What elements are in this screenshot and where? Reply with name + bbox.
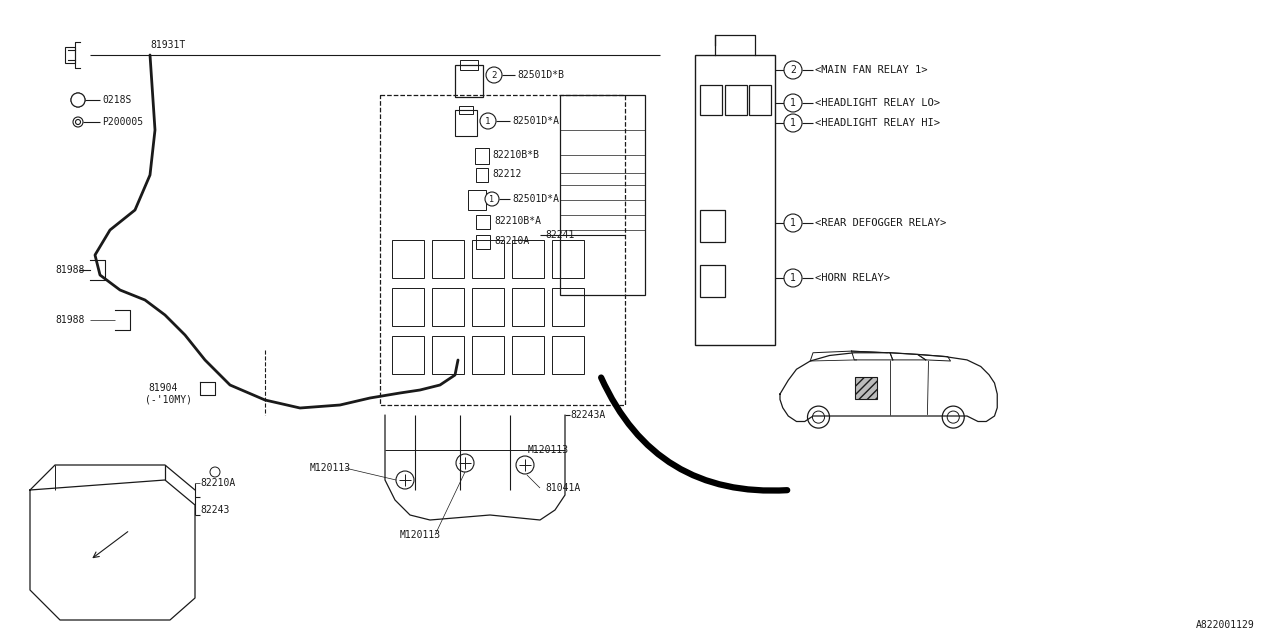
Text: <HEADLIGHT RELAY HI>: <HEADLIGHT RELAY HI> bbox=[815, 118, 940, 128]
Text: 82212: 82212 bbox=[492, 169, 521, 179]
Text: 82210A: 82210A bbox=[200, 478, 236, 488]
Text: 2: 2 bbox=[790, 65, 796, 75]
Bar bbox=[454, 65, 483, 97]
Text: 1: 1 bbox=[790, 218, 796, 228]
Bar bbox=[460, 60, 477, 70]
Bar bbox=[433, 240, 465, 278]
Bar bbox=[561, 95, 645, 295]
Bar bbox=[476, 235, 490, 249]
Text: 81988: 81988 bbox=[55, 265, 84, 275]
Text: 82210B*B: 82210B*B bbox=[492, 150, 539, 160]
Text: 81931T: 81931T bbox=[150, 40, 186, 50]
Bar bbox=[695, 55, 774, 345]
Bar bbox=[700, 85, 722, 115]
Text: 81904: 81904 bbox=[148, 383, 178, 393]
Bar bbox=[433, 336, 465, 374]
Text: A822001129: A822001129 bbox=[1197, 620, 1254, 630]
Text: 82241: 82241 bbox=[545, 230, 575, 240]
Circle shape bbox=[813, 411, 824, 423]
Circle shape bbox=[947, 411, 959, 423]
Text: (-'10MY): (-'10MY) bbox=[145, 395, 192, 405]
Text: P200005: P200005 bbox=[102, 117, 143, 127]
Bar bbox=[472, 336, 504, 374]
Circle shape bbox=[486, 67, 502, 83]
Text: 2: 2 bbox=[492, 70, 497, 79]
Circle shape bbox=[942, 406, 964, 428]
Circle shape bbox=[783, 61, 803, 79]
Bar bbox=[392, 288, 424, 326]
Text: <HORN RELAY>: <HORN RELAY> bbox=[815, 273, 890, 283]
Bar bbox=[476, 168, 488, 182]
Circle shape bbox=[783, 94, 803, 112]
Bar bbox=[749, 85, 771, 115]
Bar bbox=[392, 336, 424, 374]
Text: 1: 1 bbox=[790, 98, 796, 108]
Text: 82243A: 82243A bbox=[570, 410, 605, 420]
Bar bbox=[512, 288, 544, 326]
Circle shape bbox=[485, 192, 499, 206]
Circle shape bbox=[70, 93, 84, 107]
Text: 0218S: 0218S bbox=[102, 95, 132, 105]
Circle shape bbox=[783, 269, 803, 287]
Bar bbox=[552, 240, 584, 278]
Text: <REAR DEFOGGER RELAY>: <REAR DEFOGGER RELAY> bbox=[815, 218, 946, 228]
Bar bbox=[468, 190, 486, 210]
Text: 1: 1 bbox=[790, 118, 796, 128]
Text: 82210B*A: 82210B*A bbox=[494, 216, 541, 226]
Text: 82501D*A: 82501D*A bbox=[512, 194, 559, 204]
Text: 1: 1 bbox=[489, 195, 494, 204]
Text: 82501D*B: 82501D*B bbox=[517, 70, 564, 80]
Bar bbox=[460, 106, 474, 114]
Text: 82243: 82243 bbox=[200, 505, 229, 515]
Bar bbox=[552, 288, 584, 326]
Bar bbox=[454, 110, 477, 136]
Bar bbox=[472, 240, 504, 278]
Bar bbox=[700, 265, 724, 297]
Text: 1: 1 bbox=[485, 116, 490, 125]
FancyArrowPatch shape bbox=[602, 378, 787, 491]
Bar bbox=[65, 47, 76, 63]
Text: 1: 1 bbox=[790, 273, 796, 283]
Circle shape bbox=[808, 406, 829, 428]
Text: 82210A: 82210A bbox=[494, 236, 529, 246]
Bar bbox=[433, 288, 465, 326]
Text: 81988: 81988 bbox=[55, 315, 84, 325]
Bar bbox=[476, 215, 490, 229]
Text: M120113: M120113 bbox=[399, 530, 442, 540]
Text: <HEADLIGHT RELAY LO>: <HEADLIGHT RELAY LO> bbox=[815, 98, 940, 108]
Bar bbox=[512, 240, 544, 278]
Bar bbox=[512, 336, 544, 374]
Bar bbox=[472, 288, 504, 326]
Circle shape bbox=[480, 113, 497, 129]
Bar bbox=[724, 85, 748, 115]
Bar bbox=[700, 210, 724, 242]
Text: 81041A: 81041A bbox=[545, 483, 580, 493]
Circle shape bbox=[783, 214, 803, 232]
Text: M120113: M120113 bbox=[529, 445, 570, 455]
Circle shape bbox=[783, 114, 803, 132]
Bar bbox=[380, 95, 625, 405]
Text: 82501D*A: 82501D*A bbox=[512, 116, 559, 126]
Text: <MAIN FAN RELAY 1>: <MAIN FAN RELAY 1> bbox=[815, 65, 928, 75]
Bar bbox=[392, 240, 424, 278]
Bar bbox=[855, 378, 877, 399]
Text: M120113: M120113 bbox=[310, 463, 351, 473]
Bar bbox=[475, 148, 489, 164]
Bar bbox=[552, 336, 584, 374]
